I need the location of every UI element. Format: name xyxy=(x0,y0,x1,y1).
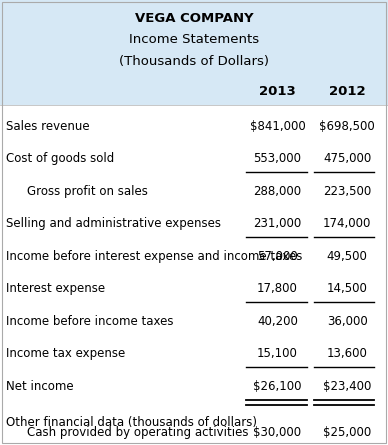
Text: 36,000: 36,000 xyxy=(327,315,368,328)
Text: 2012: 2012 xyxy=(329,85,365,98)
Text: 13,600: 13,600 xyxy=(327,347,368,360)
Text: Other financial data (thousands of dollars): Other financial data (thousands of dolla… xyxy=(6,416,257,429)
Text: 174,000: 174,000 xyxy=(323,217,371,230)
Text: 231,000: 231,000 xyxy=(253,217,301,230)
Text: 57,000: 57,000 xyxy=(257,250,298,263)
Text: Gross profit on sales: Gross profit on sales xyxy=(27,185,148,198)
Text: Selling and administrative expenses: Selling and administrative expenses xyxy=(6,217,221,230)
Text: 223,500: 223,500 xyxy=(323,185,371,198)
Text: Interest expense: Interest expense xyxy=(6,282,105,295)
Text: (Thousands of Dollars): (Thousands of Dollars) xyxy=(119,55,269,68)
FancyBboxPatch shape xyxy=(0,78,388,105)
Text: Income before income taxes: Income before income taxes xyxy=(6,315,173,328)
Text: Income before interest expense and income taxes: Income before interest expense and incom… xyxy=(6,250,302,263)
Text: $26,100: $26,100 xyxy=(253,380,302,392)
Text: 17,800: 17,800 xyxy=(257,282,298,295)
Text: $23,400: $23,400 xyxy=(323,380,371,392)
Text: 49,500: 49,500 xyxy=(327,250,368,263)
Text: VEGA COMPANY: VEGA COMPANY xyxy=(135,12,253,25)
Text: 14,500: 14,500 xyxy=(327,282,368,295)
Text: Cost of goods sold: Cost of goods sold xyxy=(6,152,114,165)
Text: 553,000: 553,000 xyxy=(253,152,301,165)
Text: Income Statements: Income Statements xyxy=(129,33,259,46)
Text: 15,100: 15,100 xyxy=(257,347,298,360)
Text: 2013: 2013 xyxy=(259,85,296,98)
Text: 475,000: 475,000 xyxy=(323,152,371,165)
Text: 288,000: 288,000 xyxy=(253,185,301,198)
Text: $841,000: $841,000 xyxy=(249,120,305,133)
Text: 40,200: 40,200 xyxy=(257,315,298,328)
Text: Net income: Net income xyxy=(6,380,73,392)
Text: Sales revenue: Sales revenue xyxy=(6,120,90,133)
Text: $698,500: $698,500 xyxy=(319,120,375,133)
Text: $30,000: $30,000 xyxy=(253,426,301,439)
Text: Income tax expense: Income tax expense xyxy=(6,347,125,360)
Text: Cash provided by operating activities: Cash provided by operating activities xyxy=(27,426,249,439)
FancyBboxPatch shape xyxy=(0,0,388,78)
Text: $25,000: $25,000 xyxy=(323,426,371,439)
